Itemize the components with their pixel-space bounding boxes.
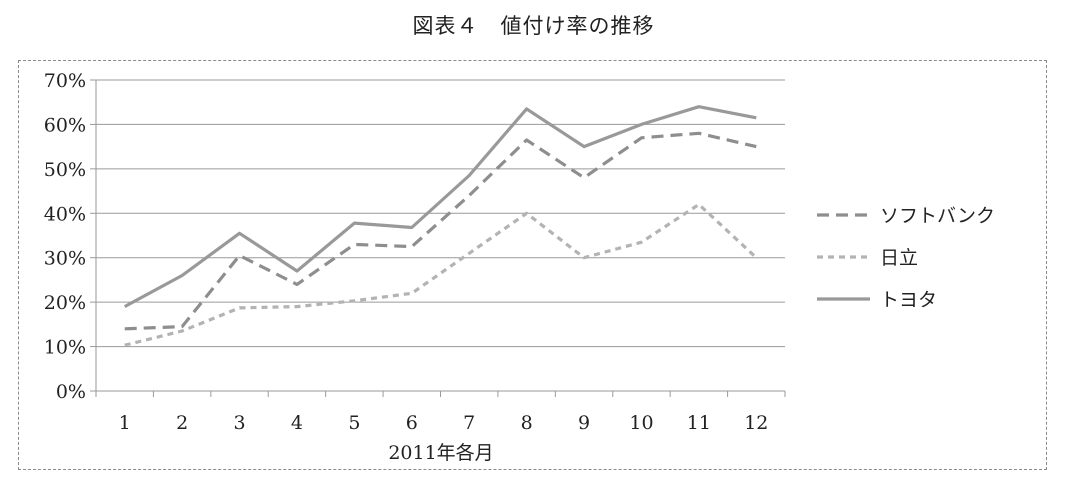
legend-label: ソフトバンク bbox=[880, 205, 995, 227]
series-line bbox=[124, 202, 758, 347]
x-tick-label: 8 bbox=[521, 412, 533, 434]
x-tick-label: 9 bbox=[578, 412, 590, 434]
x-tick-label: 12 bbox=[744, 412, 768, 434]
x-tick-label: 2 bbox=[176, 412, 188, 434]
y-tick-label: 60% bbox=[44, 114, 86, 136]
x-tick-label: 6 bbox=[406, 412, 418, 434]
y-tick-label: 70% bbox=[44, 70, 86, 92]
x-tick-label: 4 bbox=[291, 412, 303, 434]
chart-frame bbox=[18, 60, 1047, 470]
series-line bbox=[124, 131, 757, 331]
y-tick-label: 40% bbox=[44, 203, 86, 225]
x-tick-label: 10 bbox=[629, 412, 653, 434]
legend-label: 日立 bbox=[880, 247, 918, 269]
x-tick-label: 7 bbox=[463, 412, 475, 434]
x-tick-label: 3 bbox=[233, 412, 245, 434]
y-tick-label: 50% bbox=[44, 159, 86, 181]
chart-title: 図表４ 値付け率の推移 bbox=[412, 14, 655, 38]
y-tick-label: 0% bbox=[56, 381, 86, 403]
y-tick-label: 10% bbox=[44, 337, 86, 359]
legend-label: トヨタ bbox=[880, 289, 937, 311]
series-line bbox=[123, 105, 757, 309]
x-tick-label: 11 bbox=[687, 412, 711, 434]
x-axis-title: 2011年各月 bbox=[388, 442, 493, 464]
y-tick-label: 20% bbox=[44, 292, 86, 314]
x-tick-label: 5 bbox=[348, 412, 360, 434]
y-tick-label: 30% bbox=[44, 248, 86, 270]
x-tick-label: 1 bbox=[119, 412, 131, 434]
